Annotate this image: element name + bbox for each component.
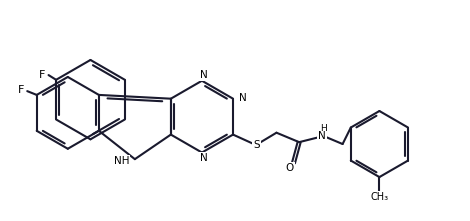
Text: S: S: [253, 140, 260, 150]
Text: O: O: [286, 163, 294, 173]
Text: N: N: [200, 153, 208, 163]
Text: CH₃: CH₃: [370, 192, 389, 202]
Text: F: F: [17, 85, 24, 95]
Text: NH: NH: [114, 156, 129, 166]
Text: F: F: [39, 70, 45, 80]
Text: N: N: [239, 93, 246, 103]
Text: H: H: [321, 124, 327, 133]
Text: N: N: [318, 131, 326, 141]
Text: N: N: [200, 70, 208, 80]
